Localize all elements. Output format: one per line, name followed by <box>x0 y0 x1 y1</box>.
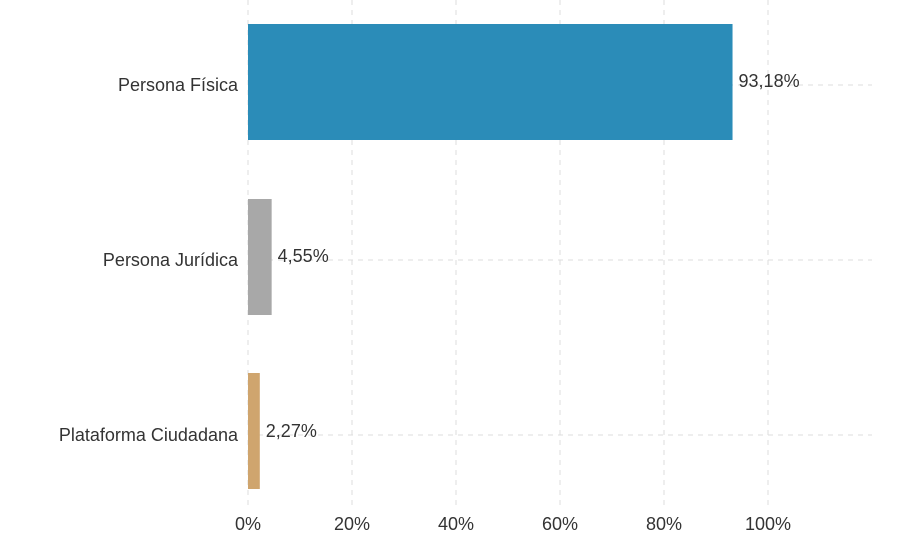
bar-0[interactable] <box>248 24 733 140</box>
x-axis-ticks: 0% 20% 40% 60% 80% 100% <box>235 514 791 534</box>
category-label-1: Persona Jurídica <box>103 250 239 270</box>
category-label-0: Persona Física <box>118 75 239 95</box>
value-label-1: 4,55% <box>278 246 329 266</box>
category-label-2: Plataforma Ciudadana <box>59 425 239 445</box>
value-label-0: 93,18% <box>739 71 800 91</box>
bar-2[interactable] <box>248 373 260 489</box>
category-labels: Persona Física Persona Jurídica Plataforma… <box>59 75 239 445</box>
bars: 93,18% 4,55% 2,27% <box>248 24 800 489</box>
x-tick-label-2: 40% <box>438 514 474 534</box>
x-tick-label-5: 100% <box>745 514 791 534</box>
x-tick-label-1: 20% <box>334 514 370 534</box>
bar-1[interactable] <box>248 199 272 315</box>
x-tick-label-4: 80% <box>646 514 682 534</box>
value-label-2: 2,27% <box>266 421 317 441</box>
x-tick-label-0: 0% <box>235 514 261 534</box>
x-tick-label-3: 60% <box>542 514 578 534</box>
